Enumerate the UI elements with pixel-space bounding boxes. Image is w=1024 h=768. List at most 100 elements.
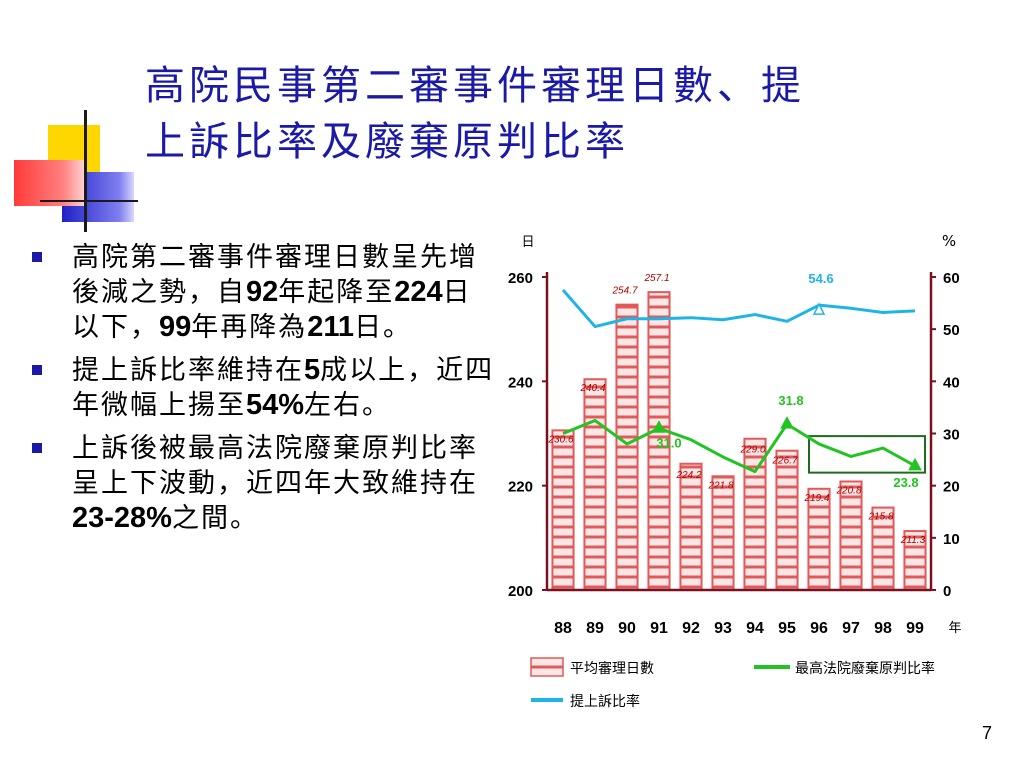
- bullet-text: 之間。: [171, 503, 259, 534]
- bullet-square-icon: [32, 443, 42, 453]
- bar-value-label: 230.6: [547, 434, 573, 445]
- bullet-number: 99: [159, 311, 192, 343]
- x-tick-label: 91: [650, 620, 668, 637]
- legend-label-reversal: 最高法院廢棄原判比率: [795, 660, 935, 677]
- right-tick-label: 40: [943, 374, 960, 391]
- appeal-rate-line: [561, 289, 916, 329]
- bar: [583, 378, 607, 591]
- bullet-number: 23-28%: [72, 502, 172, 534]
- bar: [807, 487, 831, 591]
- x-axis-unit: 年: [948, 621, 961, 636]
- reversal-rate-label: 31.0: [656, 435, 681, 450]
- chart: 200 220 240 260 0 10 20 30 40 50 60 88 89 90 91 92 93 94 9…: [508, 232, 962, 710]
- bar: [839, 480, 863, 592]
- bullet-number: 54%: [246, 389, 305, 421]
- legend-swatch-bars: [530, 657, 564, 677]
- bullet-square-icon: [32, 252, 42, 262]
- reversal-rate-label: 23.8: [893, 475, 918, 490]
- left-tick-label: 200: [508, 583, 533, 600]
- bar-value-label: 215.8: [867, 512, 893, 523]
- legend-item-reversal: 最高法院廢棄原判比率: [754, 660, 935, 677]
- legend-label-bars: 平均審理日數: [570, 661, 654, 677]
- deco-horizontal-line: [40, 200, 138, 202]
- axes: 200 220 240 260 0 10 20 30 40 50 60 88 89 90 91 92 93 94 9…: [508, 232, 962, 637]
- bullet-item: 提上訴比率維持在5成以上，近四年微幅上揚至54%左右。: [30, 353, 500, 423]
- bar-value-label: 211.3: [900, 535, 926, 546]
- bar: [615, 303, 639, 591]
- bar: [711, 475, 735, 592]
- reversal-rate-line: [562, 418, 916, 474]
- right-tick-label: 20: [943, 479, 960, 496]
- bullet-number: 211: [307, 311, 355, 343]
- data-labels: 230.6 240.4 254.7 257.1 224.2 221.8 229.0 226.7…: [547, 271, 925, 546]
- x-tick-label: 96: [810, 620, 828, 637]
- x-tick-label: 97: [842, 620, 860, 637]
- bullet-text: 年再降為: [191, 312, 308, 343]
- x-tick-label: 90: [618, 620, 636, 637]
- legend-item-bars: 平均審理日數: [530, 657, 654, 677]
- right-tick-label: 50: [943, 322, 960, 339]
- bullet-item: 上訴後被最高法院廢棄原判比率呈上下波動，近四年大致維持在23-28%之間。: [30, 431, 500, 536]
- bar: [551, 429, 575, 591]
- deco-vertical-line: [84, 110, 87, 232]
- bullet-square-icon: [32, 365, 42, 375]
- x-tick-label: 93: [714, 620, 732, 637]
- x-tick-label: 99: [906, 620, 924, 637]
- title-line-1: 高院民事第二審事件審理日數、提: [145, 63, 805, 109]
- bullet-number: 5: [304, 354, 321, 386]
- bullet-text: 上訴後被最高法院廢棄原判比率呈上下波動，近四年大致維持在: [72, 433, 478, 499]
- right-tick-label: 60: [943, 270, 960, 287]
- bar-value-label: 221.8: [707, 480, 733, 491]
- right-axis-unit: %: [942, 232, 956, 250]
- left-tick-label: 220: [508, 479, 533, 496]
- right-tick-label: 30: [943, 427, 960, 444]
- bar-value-label: 229.0: [739, 445, 765, 456]
- bullet-text: 成以上，近四年微幅上揚至: [72, 355, 495, 421]
- right-tick-label: 0: [943, 583, 951, 600]
- bar: [679, 462, 703, 591]
- left-tick-label: 240: [508, 374, 533, 391]
- x-tick-label: 88: [554, 620, 572, 637]
- bar-value-label: 219.4: [803, 493, 829, 504]
- bar-series: [551, 291, 927, 592]
- bar-value-label: 240.4: [579, 383, 605, 394]
- reversal-rate-label: 31.8: [778, 393, 803, 408]
- left-tick-label: 260: [508, 270, 533, 287]
- left-axis-unit: 日: [521, 235, 534, 250]
- title-line-2: 上訴比率及廢棄原判比率: [145, 119, 629, 165]
- appeal-rate-label: 54.6: [808, 271, 833, 286]
- bullet-text: 提上訴比率維持在: [72, 355, 304, 386]
- bar-value-label: 224.2: [675, 470, 701, 481]
- bullet-text: 日以下，: [72, 277, 472, 343]
- bar-value-label: 226.7: [771, 456, 797, 467]
- x-tick-label: 95: [778, 620, 796, 637]
- reversal-rate-marker: [652, 420, 666, 433]
- appeal-rate-marker: [812, 302, 826, 315]
- bullet-text: 左右。: [304, 390, 392, 421]
- bullet-list: 高院第二審事件審理日數呈先增後減之勢，自92年起降至224日以下，99年再降為2…: [30, 240, 500, 544]
- x-tick-label: 92: [682, 620, 700, 637]
- bar: [775, 449, 799, 591]
- bullet-text: 年起降至: [278, 277, 395, 308]
- legend-label-appeal: 提上訴比率: [570, 693, 640, 710]
- legend-item-appeal: 提上訴比率: [531, 693, 640, 710]
- reversal-rate-marker: [780, 416, 794, 429]
- highlight-box: [808, 435, 926, 474]
- page-number: 7: [981, 723, 992, 743]
- x-tick-label: 98: [874, 620, 892, 637]
- bullet-number: 224: [394, 276, 443, 308]
- x-tick-label: 89: [586, 620, 604, 637]
- bullet-text: 日。: [354, 312, 413, 343]
- bar-value-label: 220.8: [835, 485, 861, 496]
- bar-value-label: 257.1: [643, 273, 669, 284]
- line-series: [561, 289, 922, 474]
- slide-title: 高院民事第二審事件審理日數、提 上訴比率及廢棄原判比率: [145, 58, 1005, 170]
- bar-value-label: 254.7: [611, 286, 637, 297]
- reversal-rate-marker: [908, 457, 922, 471]
- bullet-item: 高院第二審事件審理日數呈先增後減之勢，自92年起降至224日以下，99年再降為2…: [30, 240, 500, 345]
- deco-red-square: [14, 160, 84, 206]
- right-tick-label: 10: [943, 531, 960, 548]
- bullet-text: 高院第二審事件審理日數呈先增後減之勢，自: [72, 242, 478, 308]
- x-tick-label: 94: [746, 620, 764, 637]
